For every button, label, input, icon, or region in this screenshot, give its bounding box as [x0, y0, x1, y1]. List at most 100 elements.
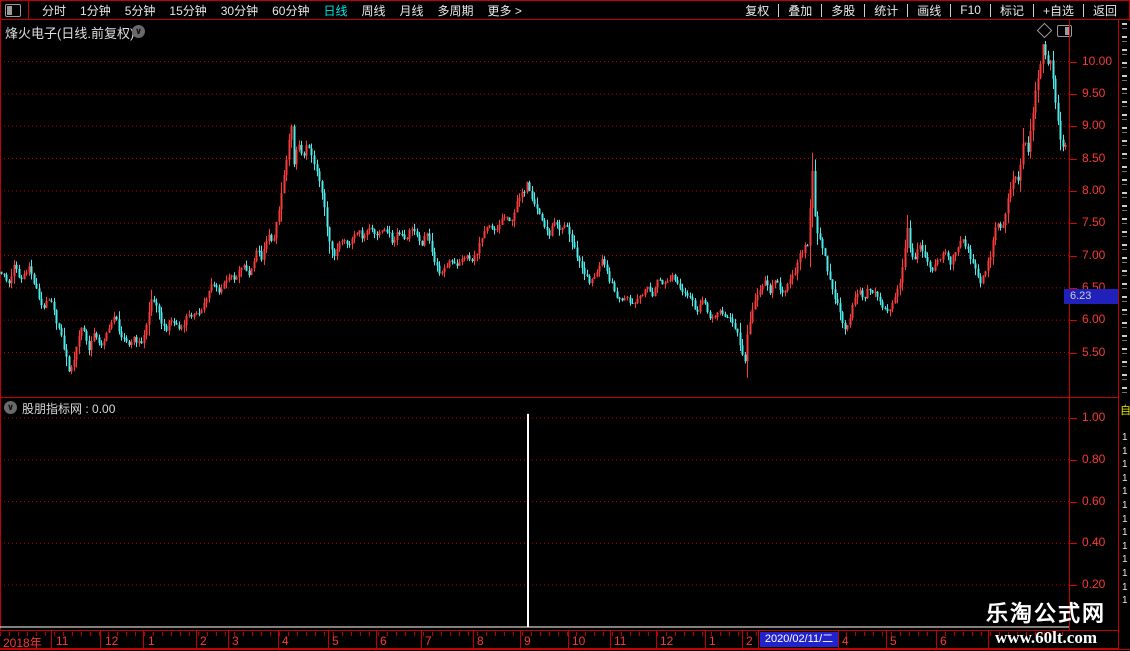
x-axis-label: 11	[614, 634, 627, 648]
x-axis-separator	[886, 631, 887, 648]
x-axis-label: 11	[56, 634, 69, 648]
x-axis-label: 12	[105, 634, 119, 648]
x-axis-separator	[988, 631, 989, 648]
x-axis-separator	[196, 631, 197, 648]
toolbar-divider	[778, 3, 780, 17]
y-axis-label: 10.00	[1082, 53, 1113, 68]
action-button[interactable]: F10	[960, 3, 981, 17]
period-tab[interactable]: 30分钟	[220, 3, 259, 18]
y-axis-tick	[1070, 255, 1077, 257]
x-axis-separator	[838, 631, 839, 648]
y-axis-label: 6.00	[1082, 312, 1106, 327]
period-tab[interactable]: 更多 >	[487, 3, 522, 18]
y-axis-tick	[1070, 158, 1077, 160]
x-axis-separator	[610, 631, 611, 648]
action-button[interactable]: 统计	[874, 3, 899, 18]
x-axis-label: 3	[232, 634, 239, 648]
period-tab[interactable]: 多周期	[437, 3, 474, 18]
x-axis-row[interactable]: 2018年 11 12 1 2 3 4 5 6 7 8 9 10 11 12 1 2 4 5 6 2020/02/11…	[0, 630, 1130, 650]
y-axis-tick	[1070, 61, 1077, 63]
toolbar-divider	[989, 3, 991, 17]
main-candlestick-chart[interactable]	[0, 39, 1069, 397]
y-axis-label: 9.50	[1082, 85, 1106, 100]
crosshair-date-tag: 2020/02/11/二	[760, 632, 838, 647]
action-button[interactable]: 叠加	[788, 3, 813, 18]
period-tab[interactable]: 日线	[323, 3, 348, 18]
period-tab[interactable]: 5分钟	[124, 3, 156, 18]
y-axis-tick	[1070, 223, 1077, 225]
y-axis-label: 0.20	[1082, 577, 1106, 591]
period-tab[interactable]: 60分钟	[272, 3, 310, 18]
y-axis-label: 0.80	[1082, 451, 1106, 466]
x-axis-label: 4	[842, 634, 849, 648]
x-axis-label: 1	[148, 634, 155, 648]
window-border-left	[0, 0, 1, 650]
sliver-clipped-text	[1122, 23, 1127, 393]
x-axis-label: 6	[380, 634, 387, 648]
x-axis-separator	[705, 631, 706, 648]
layout-split-icon[interactable]	[5, 3, 21, 17]
sliver-border	[1118, 20, 1119, 649]
x-axis-separator	[742, 631, 743, 648]
x-axis-label: 9	[524, 634, 531, 648]
action-button[interactable]: 标记	[999, 3, 1024, 18]
toolbar-divider	[1082, 3, 1084, 17]
watermark: 乐淘公式网 www.60lt.com	[986, 596, 1106, 648]
period-tab[interactable]: 月线	[399, 3, 424, 18]
x-axis-label: 1	[709, 634, 716, 648]
sliver-digit: 1	[1122, 568, 1128, 579]
period-tab[interactable]: 1分钟	[80, 3, 111, 18]
y-axis-tick	[1070, 585, 1077, 586]
y-axis-tick	[1070, 501, 1077, 503]
x-axis-separator	[228, 631, 229, 648]
action-button[interactable]: 画线	[917, 3, 942, 18]
x-axis-label: 4	[282, 634, 289, 648]
y-axis-tick	[1070, 459, 1077, 461]
period-tab[interactable]: 周线	[361, 3, 386, 18]
y-axis-label: 7.50	[1082, 215, 1106, 230]
y-axis-label: 1.00	[1082, 410, 1106, 424]
x-axis-separator	[936, 631, 937, 648]
y-axis-label: 0.40	[1082, 535, 1106, 550]
y-axis-tick	[1070, 543, 1077, 545]
period-tab[interactable]: 分时	[42, 3, 67, 18]
period-tab[interactable]: 15分钟	[169, 3, 207, 18]
pane-split-icon[interactable]	[1057, 25, 1072, 37]
action-button[interactable]: 多股	[831, 3, 856, 18]
toolbar-divider	[864, 3, 866, 17]
action-button[interactable]: +自选	[1042, 3, 1074, 18]
chart-title-row: 烽火电子(日线.前复权) ∨	[0, 21, 1069, 41]
chevron-down-icon[interactable]: ∨	[132, 25, 145, 38]
chevron-down-icon[interactable]: ∨	[4, 401, 17, 414]
y-axis-tick	[1070, 320, 1077, 322]
x-axis-label: 12	[660, 634, 674, 648]
x-axis-label: 2018年	[3, 636, 42, 650]
x-axis-separator	[100, 631, 101, 648]
y-axis-tick	[1070, 93, 1077, 95]
y-axis-label: 9.00	[1082, 118, 1106, 133]
action-button[interactable]: 复权	[745, 3, 770, 18]
sliver-digit: 1	[1122, 445, 1128, 457]
x-axis-label: 6	[940, 634, 947, 648]
action-toolbar: 复权 叠加 多股 统计 画线 F10 标记 +自选 返回	[736, 1, 1126, 19]
x-axis-separator	[328, 631, 329, 648]
x-axis-separator	[278, 631, 279, 648]
sliver-digit: 1	[1122, 432, 1128, 443]
x-axis-label: 8	[477, 634, 484, 648]
action-button[interactable]: 返回	[1092, 3, 1117, 18]
x-axis-label: 10	[572, 634, 586, 648]
sliver-digit: 1	[1122, 472, 1128, 484]
stock-title: 烽火电子(日线.前复权)	[5, 26, 135, 41]
sliver-digit: 1	[1122, 486, 1128, 498]
x-axis-separator	[520, 631, 521, 648]
indicator-chart[interactable]	[0, 398, 1069, 630]
y-axis-label: 8.50	[1082, 150, 1106, 165]
y-axis-tick	[1070, 352, 1077, 354]
y-axis-label: 7.00	[1082, 247, 1106, 262]
y-axis-label: 0.60	[1082, 493, 1106, 508]
sliver-digit: 1	[1122, 540, 1128, 552]
toolbar-divider	[907, 3, 909, 17]
period-toolbar: 分时 1分钟 5分钟 15分钟 30分钟 60分钟 日线 周线 月线 多周期 更多 > 复权 叠加 多股…	[0, 0, 1130, 20]
panel-separator	[0, 397, 1118, 398]
